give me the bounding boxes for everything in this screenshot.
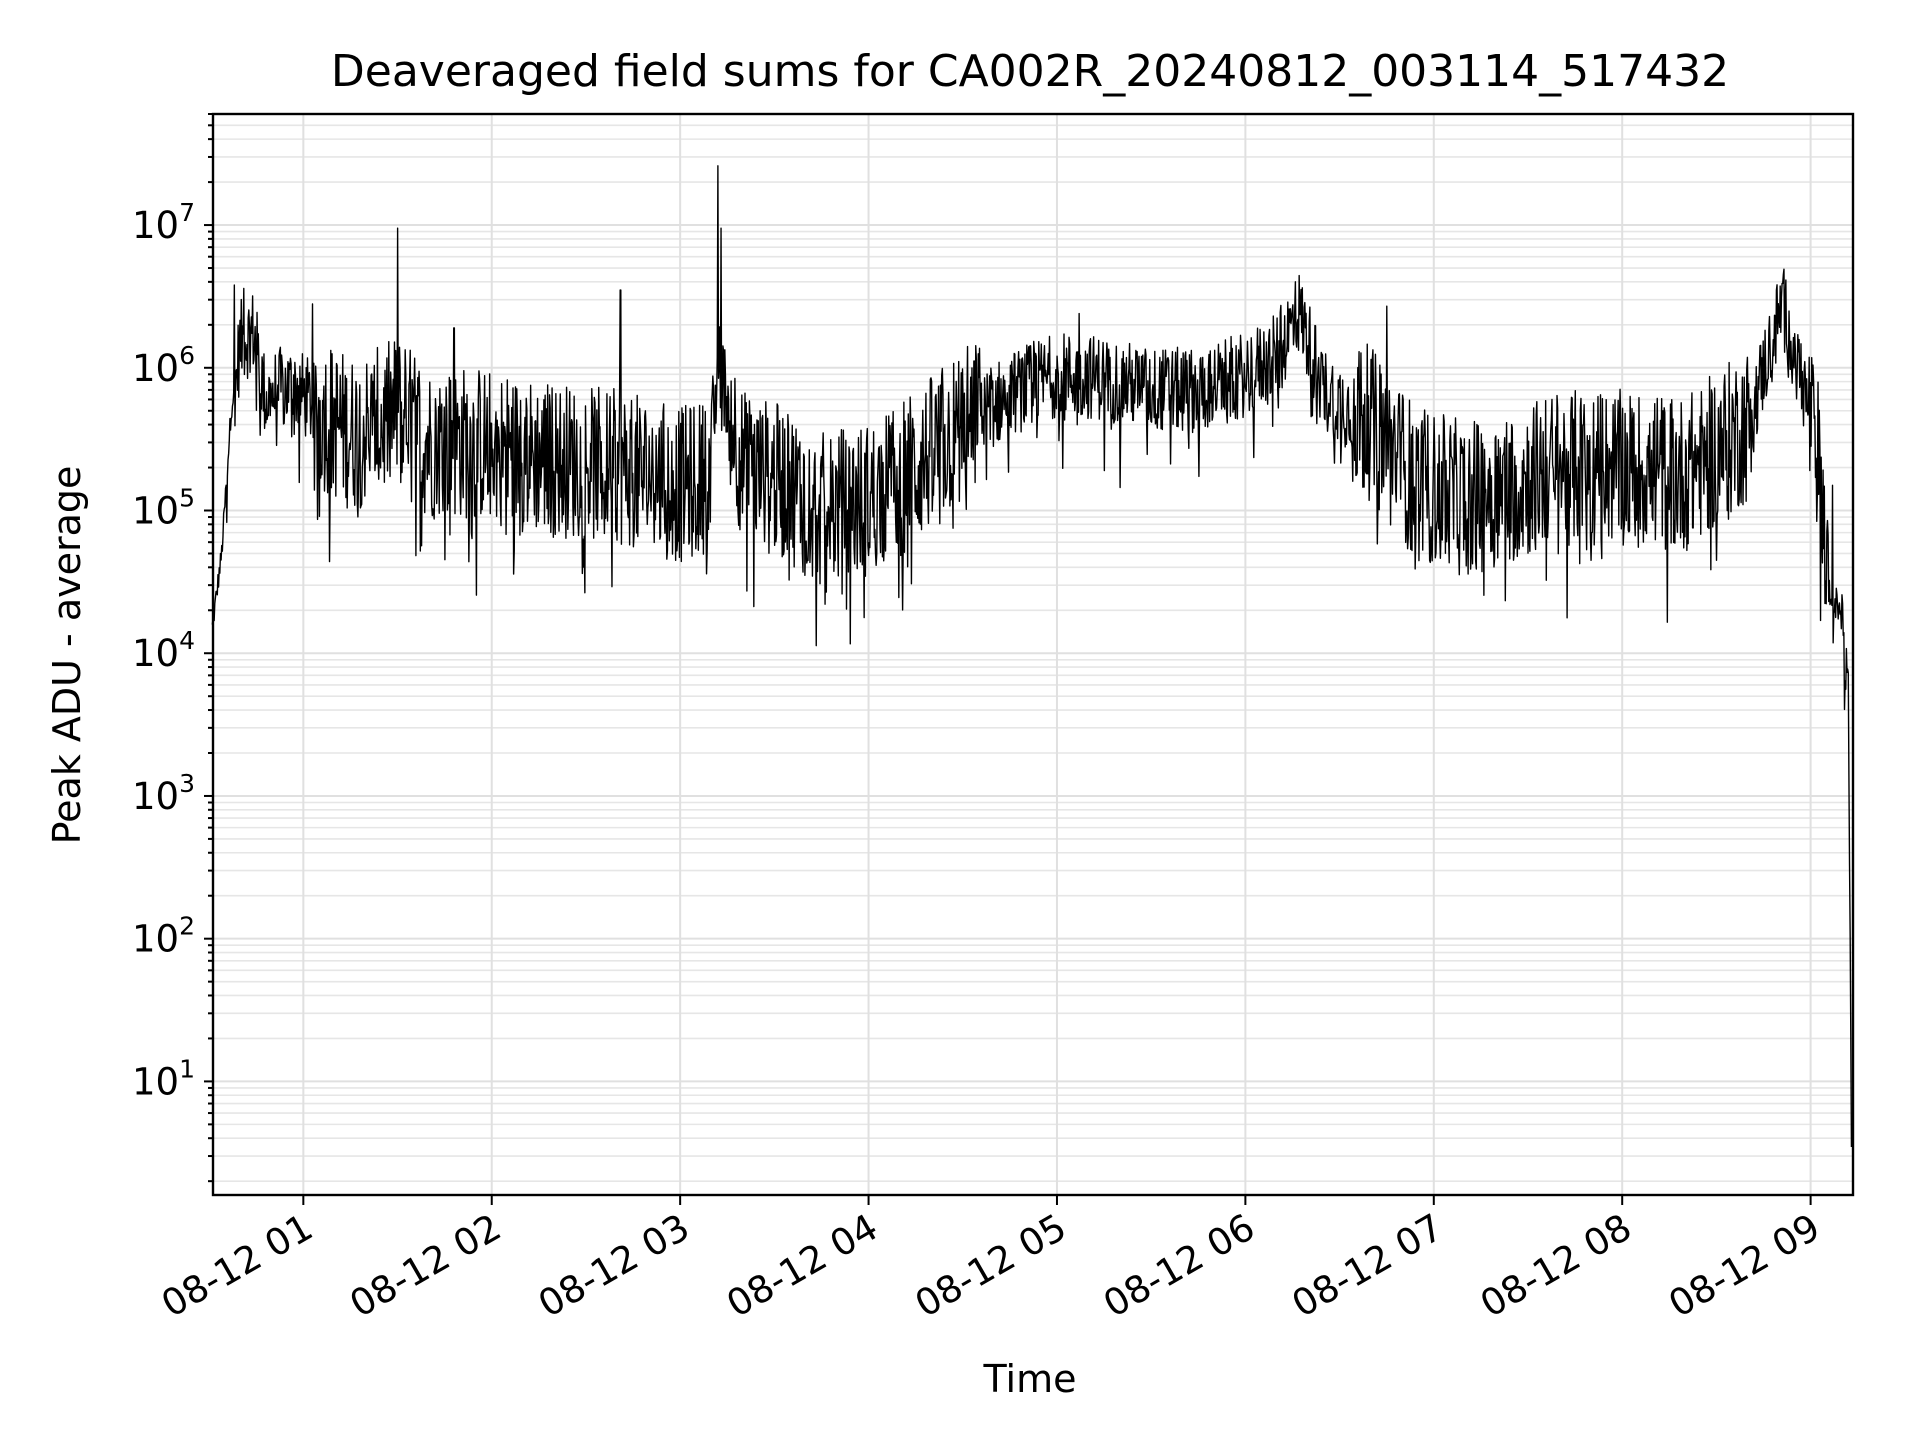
- major-grid: [213, 114, 1853, 1195]
- y-tick-label: 105: [132, 484, 195, 533]
- chart-title: Deaveraged field sums for CA002R_2024081…: [331, 46, 1729, 97]
- y-tick-label: 106: [132, 341, 195, 390]
- y-tick-label: 107: [132, 198, 195, 247]
- plot-frame: [211, 112, 1855, 1197]
- y-axis: 101 102 103 104 105 106 107: [132, 113, 213, 1183]
- x-axis-label: Time: [983, 1357, 1077, 1401]
- data-layer: [211, 165, 1853, 1148]
- y-tick-label: 103: [132, 769, 195, 818]
- data-series-line: [211, 165, 1853, 1148]
- y-tick-label: 104: [132, 626, 195, 675]
- y-tick-label: 102: [132, 912, 195, 961]
- y-tick-label: 101: [132, 1054, 195, 1103]
- y-axis-label: Peak ADU - average: [45, 466, 89, 845]
